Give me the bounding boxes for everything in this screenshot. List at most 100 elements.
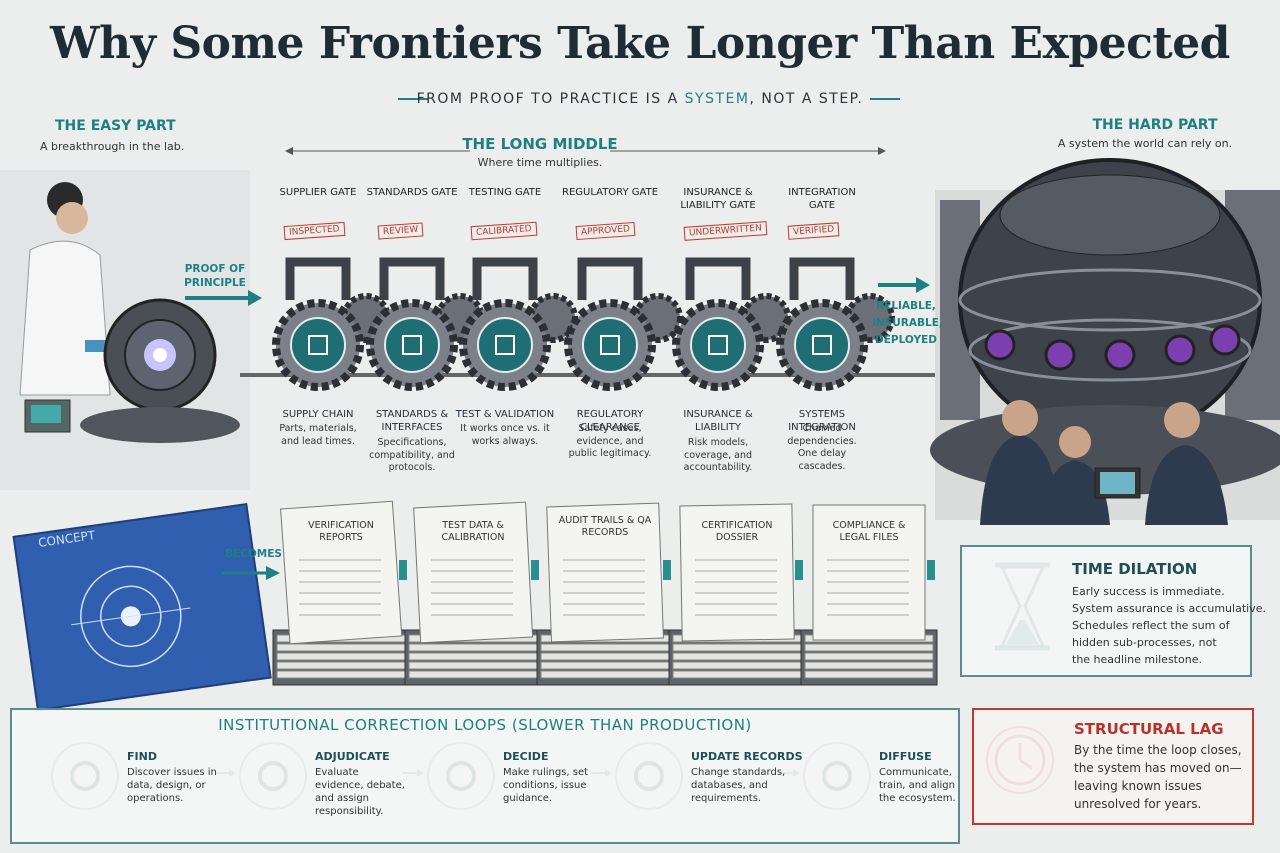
step-text: Make rulings, set conditions, issue guid… [503,767,589,804]
reactor [930,158,1280,525]
subtitle-highlight: SYSTEM [684,91,750,107]
page-stack [408,652,538,661]
page-stack [672,652,802,661]
gate-arm [789,257,855,300]
box-line: Schedules reflect the sum of [1072,619,1230,632]
gate-arm [379,257,445,300]
page-stack [804,670,934,679]
gate-text: Risk models, coverage, and accountabilit… [683,437,753,473]
blueprint [12,503,272,712]
binder-page [546,502,664,643]
section-heading: THE EASY PART [55,118,176,134]
gear-icon [708,335,728,355]
page-stack [672,661,802,670]
box-heading: STRUCTURAL LAG [1074,720,1224,738]
box-line: leaving known issues [1074,779,1202,793]
binder-title: CERTIFICATION DOSSIER [701,520,773,543]
section-text: A system the world can rely on. [1057,137,1233,150]
step-text: Evaluate evidence, debate, and assign re… [315,767,405,817]
lab-scene [0,170,250,490]
proof-label: PROOF OF PRINCIPLE [184,263,246,289]
page-stack [276,670,406,679]
gate-title: REGULATORY CLEARANCE [576,409,644,433]
subtitle-text: , NOT A STEP. [749,91,864,107]
step-text: Discover issues in data, design, or oper… [127,767,217,804]
gate-text: Safety cases, evidence, and public legit… [568,423,652,459]
gear-icon [495,335,515,355]
gate-name: SUPPLIER GATE [279,187,357,198]
gear-hub [582,317,638,373]
title: Why Some Frontiers Take Longer Than Expe… [50,18,1230,69]
gate-text: Parts, materials, and lead times. [279,423,357,447]
gate-arm [577,257,643,300]
gate-name: STANDARDS GATE [366,187,458,198]
binder-title: VERIFICATION REPORTS [308,520,374,543]
gate-text: It works once vs. it works always. [460,423,550,447]
box-line: the headline milestone. [1072,653,1202,666]
gear-icon [402,335,422,355]
gear-hub [690,317,746,373]
step-text: Communicate, train, and align the ecosys… [879,767,956,804]
gear-hub [384,317,440,373]
step-title: DIFFUSE [879,750,932,763]
box-heading: TIME DILATION [1072,560,1198,578]
page-stack [408,643,538,652]
page-stack [408,670,538,679]
gate-title: STANDARDS & INTERFACES [375,409,449,433]
gear-hub [290,317,346,373]
step-title: FIND [127,750,157,763]
step-title: UPDATE RECORDS [691,750,803,763]
box-line: the system has moved on— [1074,761,1242,775]
box-heading: INSTITUTIONAL CORRECTION LOOPS (SLOWER T… [218,716,752,734]
page-stack [276,652,406,661]
gate-name: TESTING GATE [468,187,542,198]
gate-title: SUPPLY CHAIN [282,409,354,420]
binder-page [413,501,534,644]
gear-icon [600,335,620,355]
section-text: A breakthrough in the lab. [40,140,185,153]
gate-arm [285,257,351,300]
box-line: hidden sub-processes, not [1072,636,1217,649]
section-text: Where time multiplies. [477,156,603,169]
section-heading: THE HARD PART [1092,117,1218,133]
binder-page [280,500,403,645]
loops-box: INSTITUTIONAL CORRECTION LOOPS (SLOWER T… [10,708,960,844]
gate-name: REGULATORY GATE [562,187,659,198]
gear-chain [272,257,895,391]
structural-lag-box: STRUCTURAL LAG By the time the loop clos… [972,708,1254,825]
binder-tab [795,560,803,580]
step-title: DECIDE [503,750,549,763]
page-stack [804,652,934,661]
gate-text: Chained dependencies. One delay cascades… [787,423,857,472]
gear-icon [308,335,328,355]
box-line: System assurance is accumulative. [1072,602,1266,615]
gear-hub [477,317,533,373]
becomes-label: BECOMES [225,548,282,560]
page-stack [276,643,406,652]
box-line: Early success is immediate. [1072,585,1225,598]
binder-tab [531,560,539,580]
page-stack [804,643,934,652]
page-stack [276,661,406,670]
binder-page [679,503,795,642]
gate-text: Specifications, compatibility, and proto… [369,437,455,473]
gate-name: INTEGRATION GATE [788,187,856,211]
page-stack [540,652,670,661]
gate-title: SYSTEMS INTEGRATION [788,409,856,433]
binder-tab [927,560,935,580]
box-line: unresolved for years. [1074,797,1202,811]
subtitle-text: FROM PROOF TO PRACTICE IS A [416,91,679,107]
binder-title: AUDIT TRAILS & QA RECORDS [558,515,652,538]
binder-title: COMPLIANCE & LEGAL FILES [832,520,906,543]
binder-tab [399,560,407,580]
subtitle: FROM PROOF TO PRACTICE IS A SYSTEM, NOT … [0,91,1280,107]
box-line: By the time the loop closes, [1074,743,1242,757]
binder-stack [272,500,938,686]
gate-title: INSURANCE & LIABILITY [683,409,753,433]
step-text: Change standards, databases, and require… [691,767,786,804]
binder-page [812,504,926,641]
gate-name: INSURANCE & LIABILITY GATE [680,187,756,211]
outcome-label: RELIABLE, INSURABLE, DEPLOYED [872,300,943,346]
gate-arm [472,257,538,300]
